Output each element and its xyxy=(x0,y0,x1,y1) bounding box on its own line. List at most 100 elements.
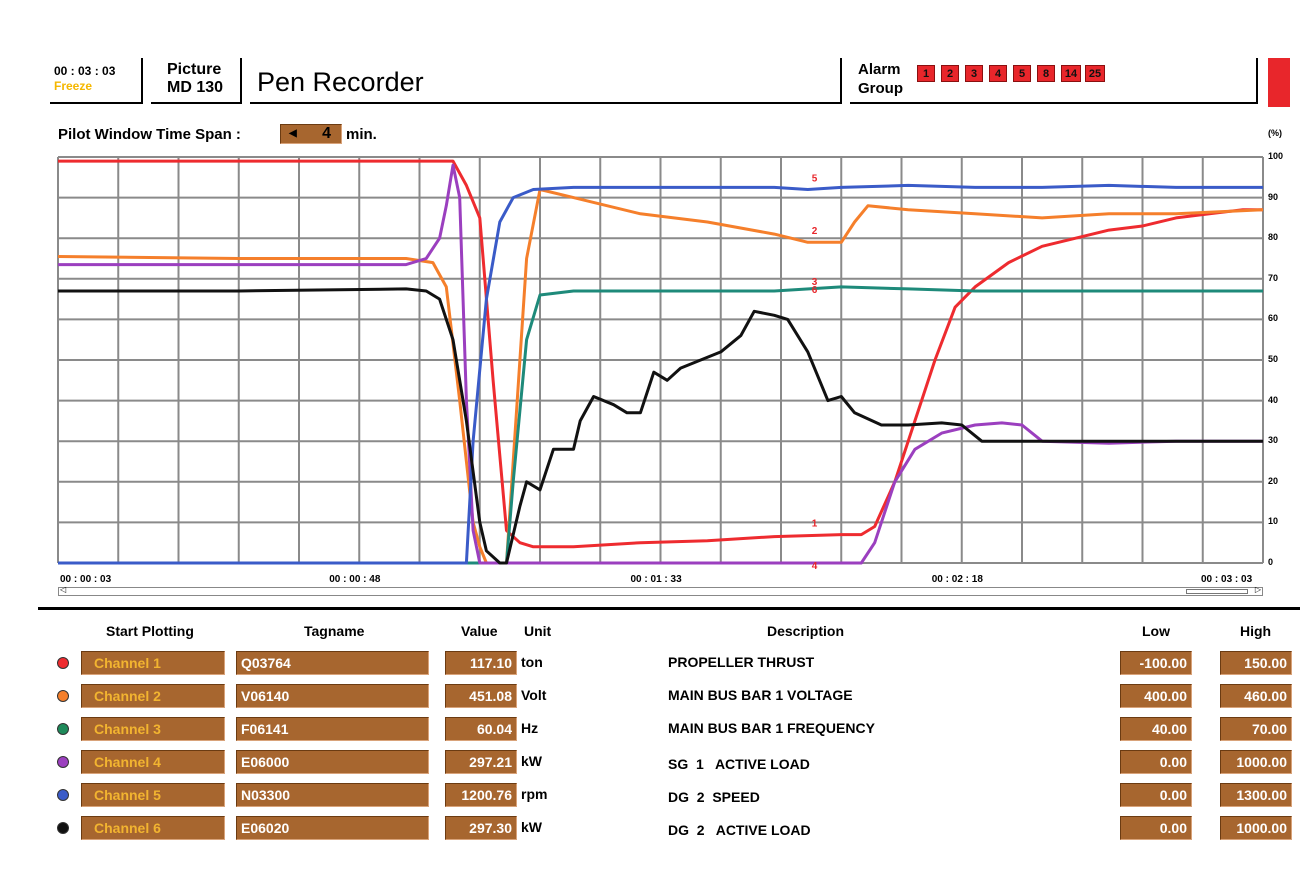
decrement-arrow-icon[interactable]: ◀ xyxy=(289,128,297,139)
freeze-label[interactable]: Freeze xyxy=(54,79,93,93)
tagname-field[interactable]: E06020 xyxy=(236,816,429,840)
col-header-description: Description xyxy=(767,623,845,639)
channel-button[interactable]: Channel 3 xyxy=(81,717,225,741)
channel-color-dot xyxy=(57,756,69,768)
alarm-group-button[interactable]: 5 xyxy=(1013,65,1031,82)
alarm-group-button[interactable]: 3 xyxy=(965,65,983,82)
alarm-group-button[interactable]: 14 xyxy=(1061,65,1081,82)
x-tick-label: 00 : 00 : 48 xyxy=(329,574,381,585)
picture-panel: Picture MD 130 xyxy=(151,58,242,104)
description-label: MAIN BUS BAR 1 FREQUENCY xyxy=(668,720,875,736)
unit-label: Volt xyxy=(521,687,547,703)
col-header-tagname: Tagname xyxy=(304,623,365,639)
description-label: PROPELLER THRUST xyxy=(668,654,815,670)
channel-color-dot xyxy=(57,690,69,702)
series-line-5 xyxy=(58,183,1263,565)
channel-button[interactable]: Channel 6 xyxy=(81,816,225,840)
clock-time: 00 : 03 : 03 xyxy=(54,64,116,78)
alarm-group-button[interactable]: 8 xyxy=(1037,65,1055,82)
time-span-stepper[interactable]: ◀ 4 xyxy=(280,124,342,144)
picture-id: MD 130 xyxy=(167,79,224,96)
y-tick-label: 80 xyxy=(1268,232,1279,243)
page-title: Pen Recorder xyxy=(257,67,424,97)
pilot-window-label: Pilot Window Time Span : xyxy=(58,126,241,143)
channel-color-dot xyxy=(57,657,69,669)
low-field[interactable]: -100.00 xyxy=(1120,651,1192,675)
description-label: MAIN BUS BAR 1 VOLTAGE xyxy=(668,687,853,703)
high-field[interactable]: 150.00 xyxy=(1220,651,1292,675)
scroll-left-icon[interactable]: ◁ xyxy=(60,585,67,594)
x-tick-label: 00 : 03 : 03 xyxy=(1201,574,1253,585)
tagname-field[interactable]: Q03764 xyxy=(236,651,429,675)
series-label-4: 4 xyxy=(812,561,818,572)
time-scrollbar[interactable]: ◁ ▷ xyxy=(58,585,1263,596)
y-tick-label: 10 xyxy=(1268,516,1279,527)
low-field[interactable]: 40.00 xyxy=(1120,717,1192,741)
tagname-field[interactable]: N03300 xyxy=(236,783,429,807)
low-field[interactable]: 0.00 xyxy=(1120,816,1192,840)
x-tick-label: 00 : 00 : 03 xyxy=(60,574,112,585)
y-tick-label: 70 xyxy=(1268,272,1279,283)
title-panel: Pen Recorder xyxy=(250,58,842,104)
y-tick-label: 60 xyxy=(1268,313,1279,324)
series-label-5: 5 xyxy=(812,173,818,184)
tagname-field[interactable]: V06140 xyxy=(236,684,429,708)
series-label-6: 6 xyxy=(812,285,818,296)
scroll-thumb[interactable] xyxy=(1186,589,1248,594)
unit-label: rpm xyxy=(521,786,548,802)
time-span-unit: min. xyxy=(346,126,377,143)
clock-panel: 00 : 03 : 03 Freeze xyxy=(50,58,143,104)
high-field[interactable]: 1000.00 xyxy=(1220,816,1292,840)
high-field[interactable]: 460.00 xyxy=(1220,684,1292,708)
unit-label: Hz xyxy=(521,720,539,736)
value-field: 297.30 xyxy=(445,816,517,840)
y-axis-unit: (%) xyxy=(1268,128,1282,138)
channel-color-dot xyxy=(57,789,69,801)
alarm-group-button[interactable]: 1 xyxy=(917,65,935,82)
value-field: 117.10 xyxy=(445,651,517,675)
series-line-2 xyxy=(57,188,1264,565)
alarm-group-button[interactable]: 4 xyxy=(989,65,1007,82)
channel-button[interactable]: Channel 1 xyxy=(81,651,225,675)
series-line-3 xyxy=(58,285,1263,565)
alarm-group-button[interactable]: 2 xyxy=(941,65,959,82)
group-label: Group xyxy=(858,80,903,97)
col-header-value: Value xyxy=(461,623,498,639)
high-field[interactable]: 1000.00 xyxy=(1220,750,1292,774)
alarm-panel: Alarm Group xyxy=(850,58,1258,104)
tagname-field[interactable]: F06141 xyxy=(236,717,429,741)
alarm-group-button[interactable]: 25 xyxy=(1085,65,1105,82)
low-field[interactable]: 0.00 xyxy=(1120,750,1192,774)
channel-color-dot xyxy=(57,822,69,834)
description-label: DG 2 SPEED xyxy=(668,789,760,805)
y-tick-label: 100 xyxy=(1268,151,1284,161)
channel-button[interactable]: Channel 4 xyxy=(81,750,225,774)
series-line-1 xyxy=(58,159,1263,549)
unit-label: kW xyxy=(521,819,542,835)
series-label-3: 3 xyxy=(812,277,818,288)
x-tick-label: 00 : 02 : 18 xyxy=(931,574,983,585)
time-span-value: 4 xyxy=(322,125,331,142)
col-header-start: Start Plotting xyxy=(106,623,194,639)
channel-button[interactable]: Channel 2 xyxy=(81,684,225,708)
unit-label: kW xyxy=(521,753,542,769)
value-field: 297.21 xyxy=(445,750,517,774)
high-field[interactable]: 70.00 xyxy=(1220,717,1292,741)
scroll-right-icon[interactable]: ▷ xyxy=(1254,585,1261,594)
value-field: 1200.76 xyxy=(445,783,517,807)
tagname-field[interactable]: E06000 xyxy=(236,750,429,774)
channel-color-dot xyxy=(57,723,69,735)
col-header-low: Low xyxy=(1142,623,1170,639)
channel-button[interactable]: Channel 5 xyxy=(81,783,225,807)
unit-label: ton xyxy=(521,654,543,670)
series-label-2: 2 xyxy=(812,226,818,237)
y-tick-label: 20 xyxy=(1268,475,1279,486)
alarm-label: Alarm xyxy=(858,61,901,78)
high-field[interactable]: 1300.00 xyxy=(1220,783,1292,807)
low-field[interactable]: 0.00 xyxy=(1120,783,1192,807)
section-divider xyxy=(38,607,1300,610)
low-field[interactable]: 400.00 xyxy=(1120,684,1192,708)
y-tick-label: 50 xyxy=(1268,354,1279,364)
series-line-4 xyxy=(58,163,1263,565)
